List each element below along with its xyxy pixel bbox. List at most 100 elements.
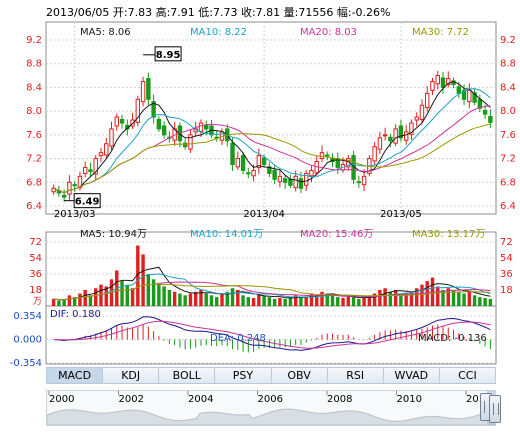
candle-body: [156, 118, 162, 130]
timeline-year-label: 2006: [258, 394, 283, 405]
candle-body: [398, 125, 404, 139]
candle-body: [140, 81, 146, 103]
candle-body: [403, 131, 409, 141]
volume-bar: [457, 291, 461, 306]
volume-bar: [483, 298, 487, 306]
dea-line: [53, 320, 491, 349]
volume-bar: [83, 290, 87, 306]
volume-legend-item: MA10: 14.01万: [190, 229, 263, 240]
low-label-box: [73, 193, 101, 209]
candle-body: [282, 178, 288, 183]
volume-legend-item: MA30: 13.17万: [412, 229, 485, 240]
price-tick-left: 6.8: [26, 177, 42, 188]
high-label-box: [154, 46, 182, 62]
candle-body: [161, 125, 167, 136]
tab-kdj[interactable]: KDJ: [103, 368, 160, 383]
price-tick-right: 6.8: [500, 177, 516, 188]
volume-bar: [299, 298, 303, 306]
volume-bar: [172, 291, 177, 306]
volume-tick-right: 54: [500, 253, 513, 264]
volume-bar: [78, 293, 82, 306]
volume-tick-right: 18: [500, 285, 513, 296]
x-axis-label: 2013/05: [380, 209, 422, 220]
dif-line: [53, 316, 491, 351]
volume-bar: [478, 297, 482, 306]
price-tick-left: 7.6: [26, 130, 42, 141]
price-tick-left: 8.4: [26, 82, 42, 93]
price-tick-left: 9.2: [26, 35, 42, 46]
volume-bar: [341, 298, 345, 306]
volume-bar: [293, 295, 298, 306]
tab-rsi[interactable]: RSI: [328, 368, 384, 383]
volume-bar: [67, 295, 72, 306]
volume-bar: [309, 293, 314, 306]
candle-body: [135, 98, 141, 123]
candle-body: [151, 101, 156, 118]
indicator-tabs: MACD KDJ BOLL PSY OBV RSI WVAD CCI: [46, 367, 496, 384]
timeline-year-label: 2008: [327, 394, 352, 405]
candle-body: [419, 104, 425, 120]
candle-body: [309, 169, 314, 177]
volume-bar: [241, 295, 245, 306]
candle-body: [372, 146, 377, 162]
timeline-year-label: 2002: [119, 394, 144, 405]
volume-bar: [467, 291, 472, 306]
volume-bar: [230, 288, 235, 306]
tab-boll[interactable]: BOLL: [159, 368, 216, 383]
volume-bar: [62, 299, 66, 306]
volume-bar: [399, 293, 403, 306]
price-tick-right: 8.4: [500, 82, 516, 93]
candle-body: [298, 178, 304, 189]
timeline-year-label: 2004: [188, 394, 213, 405]
volume-bar: [130, 288, 135, 306]
volume-bar: [362, 298, 366, 306]
tab-cci[interactable]: CCI: [458, 369, 477, 382]
volume-bar: [388, 291, 393, 306]
volume-bar: [209, 295, 214, 306]
ma5-line: [53, 80, 491, 194]
timeline-year-label: 2012: [466, 394, 491, 405]
candle-body: [67, 181, 72, 195]
candle-body: [377, 137, 383, 150]
range-handle-right[interactable]: [489, 395, 501, 423]
candle-body: [461, 89, 467, 100]
volume-bar: [367, 297, 372, 306]
candle-body: [88, 169, 93, 173]
volume-bar: [141, 254, 145, 306]
volume-bar: [120, 281, 124, 306]
volume-bar: [236, 290, 240, 306]
tab-macd[interactable]: MACD: [47, 368, 104, 383]
volume-bar: [372, 293, 377, 306]
volume-bar: [378, 290, 382, 306]
tab-obv[interactable]: OBV: [272, 368, 328, 383]
macd-tick-left: -0.354: [10, 358, 42, 366]
dif-legend: DIF: 0.180: [50, 309, 101, 320]
candle-body: [109, 128, 114, 147]
volume-unit-label: 万: [33, 297, 42, 307]
volume-bar: [204, 293, 208, 306]
volume-bar: [104, 286, 108, 306]
tab-wvad[interactable]: WVAD: [384, 368, 440, 383]
candle-body: [393, 128, 398, 144]
candle-body: [104, 143, 109, 156]
volume-bar: [304, 297, 308, 306]
candle-body: [182, 142, 188, 148]
volume-bar: [94, 288, 98, 306]
candle-body: [119, 118, 125, 124]
price-tick-left: 7.2: [26, 154, 42, 165]
tab-psy[interactable]: PSY: [215, 368, 272, 383]
candle-body: [240, 155, 246, 171]
volume-bar: [393, 290, 398, 306]
candle-body: [435, 75, 440, 85]
volume-bar: [72, 297, 77, 306]
price-tick-right: 6.4: [500, 201, 516, 212]
volume-bar: [420, 284, 424, 306]
volume-bar: [193, 291, 198, 306]
timeline-navigator[interactable]: 2000 2002 2004 2006 2008 2010 2012: [46, 390, 496, 426]
volume-bar: [351, 297, 356, 306]
candle-body: [246, 172, 251, 175]
volume-bar: [51, 298, 56, 306]
x-axis-label: 2013/04: [243, 209, 285, 220]
volume-bar: [278, 298, 282, 306]
price-legend-item: MA10: 8.22: [190, 27, 247, 38]
